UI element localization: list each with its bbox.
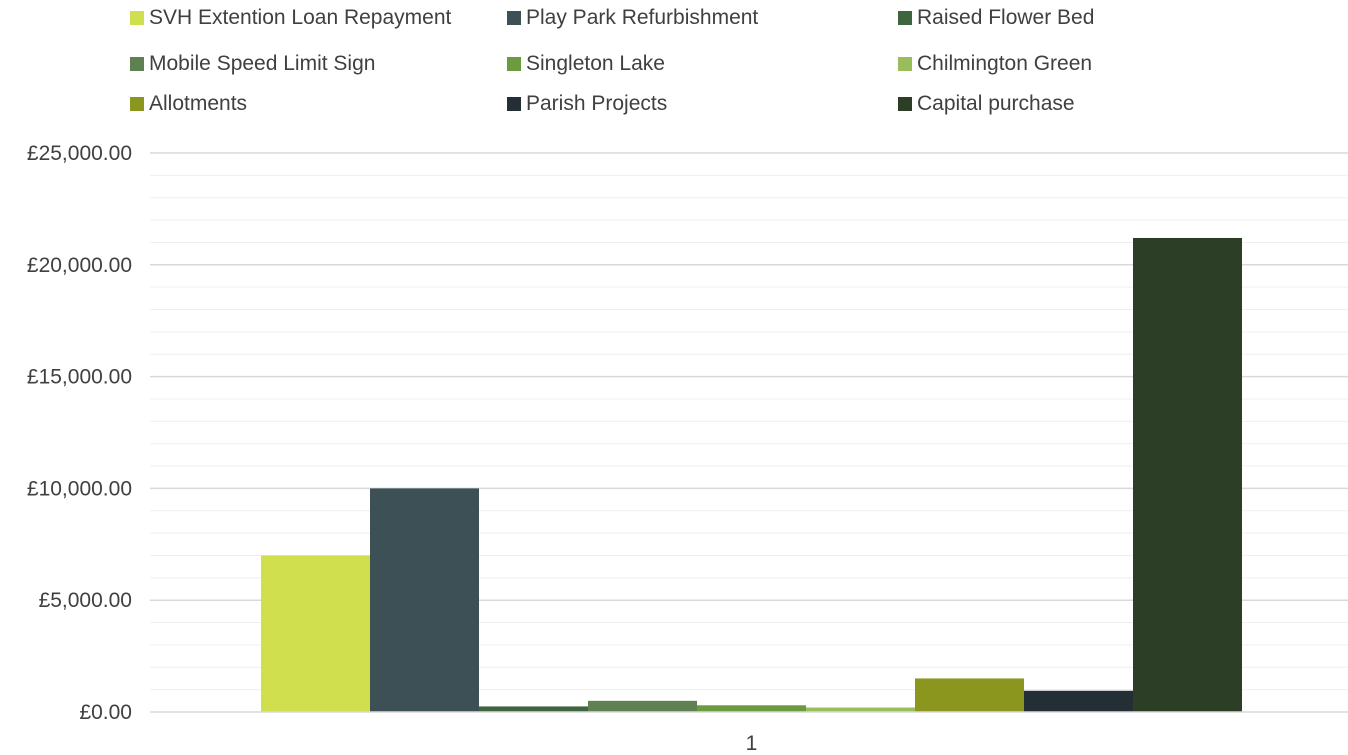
- x-axis-tick-labels: 1: [746, 732, 758, 755]
- legend-swatch: [507, 57, 521, 71]
- legend-swatch: [898, 57, 912, 71]
- legend-swatch: [507, 11, 521, 25]
- y-tick-label: £5,000.00: [39, 589, 132, 612]
- legend-label: Mobile Speed Limit Sign: [149, 52, 376, 75]
- y-axis-tick-labels: £0.00 £5,000.00 £10,000.00 £15,000.00 £20,00…: [27, 142, 132, 724]
- legend-item: SVH Extention Loan Repayment: [130, 6, 451, 30]
- legend-swatch: [130, 57, 144, 71]
- bar: [806, 707, 915, 712]
- bar: [588, 700, 697, 712]
- legend-label: Parish Projects: [526, 92, 668, 115]
- legend-swatch: [507, 97, 521, 111]
- bars: [261, 237, 1242, 712]
- legend-item: Singleton Lake: [507, 52, 665, 76]
- legend-label: SVH Extention Loan Repayment: [149, 6, 452, 29]
- bar: [1133, 237, 1242, 712]
- bar: [479, 706, 588, 712]
- legend-swatch: [130, 97, 144, 111]
- bar: [261, 555, 370, 712]
- legend-item: Chilmington Green: [898, 52, 1092, 76]
- legend-label: Allotments: [149, 92, 248, 115]
- y-tick-label: £20,000.00: [27, 254, 132, 277]
- legend-label: Chilmington Green: [917, 52, 1093, 75]
- y-tick-label: £10,000.00: [27, 477, 132, 500]
- legend-label: Singleton Lake: [526, 52, 665, 75]
- legend-item: Capital purchase: [898, 92, 1075, 116]
- legend-label: Play Park Refurbishment: [526, 6, 759, 29]
- legend-swatch: [898, 11, 912, 25]
- legend-item: Mobile Speed Limit Sign: [130, 52, 375, 76]
- y-tick-label: £25,000.00: [27, 142, 132, 165]
- legend-item: Allotments: [130, 92, 247, 116]
- bar: [697, 705, 806, 712]
- bar: [1024, 690, 1133, 712]
- bar: [915, 678, 1024, 712]
- legend-label: Capital purchase: [917, 92, 1075, 115]
- legend-swatch: [898, 97, 912, 111]
- legend-item: Raised Flower Bed: [898, 6, 1094, 30]
- y-tick-label: £15,000.00: [27, 366, 132, 389]
- legend-swatch: [130, 11, 144, 25]
- bar: [370, 488, 479, 712]
- y-tick-label: £0.00: [79, 701, 132, 724]
- legend-item: Play Park Refurbishment: [507, 6, 758, 30]
- legend-item: Parish Projects: [507, 92, 667, 116]
- legend-label: Raised Flower Bed: [917, 6, 1095, 29]
- x-tick-label: 1: [746, 732, 758, 755]
